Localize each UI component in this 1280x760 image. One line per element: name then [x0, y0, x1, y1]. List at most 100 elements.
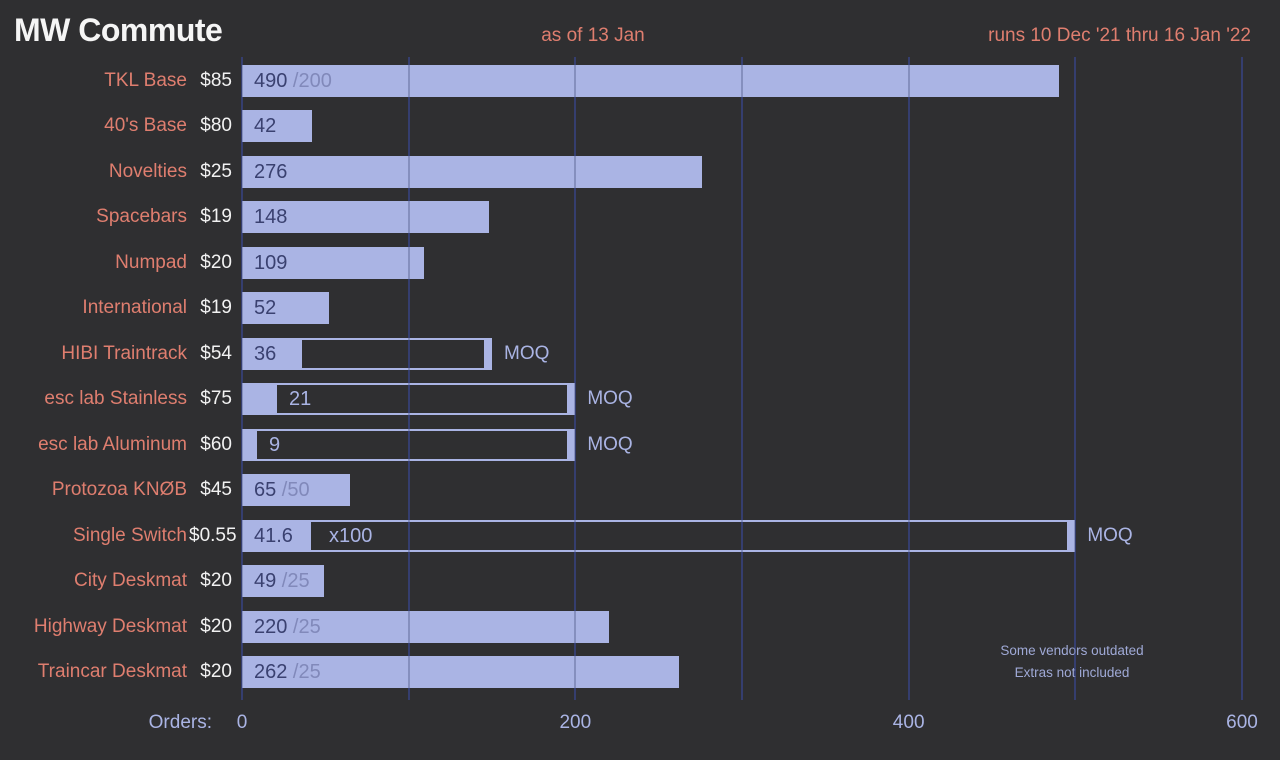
unit-multiplier: x100 [329, 525, 373, 547]
moq-label: MOQ [587, 388, 633, 409]
gridline-200 [574, 57, 577, 700]
order-count: 49 [254, 570, 277, 592]
item-price: $20 [200, 570, 232, 591]
item-price: $20 [200, 252, 232, 273]
item-label: Traincar Deskmat [37, 661, 187, 682]
order-bar-fill [244, 522, 311, 550]
item-label: Novelties [108, 161, 187, 182]
item-price: $80 [200, 115, 232, 136]
moq-label: MOQ [504, 343, 550, 364]
moq-label: MOQ [1087, 525, 1133, 546]
item-label: Spacebars [96, 206, 187, 227]
order-goal: /25 [287, 616, 321, 638]
moq-box: 9 [242, 429, 575, 461]
order-bar: 220 /25 [242, 611, 609, 643]
axis-tick-0: 0 [236, 712, 248, 733]
gridline-0 [241, 57, 243, 700]
gridline-600 [1241, 57, 1243, 700]
item-label: esc lab Stainless [44, 388, 187, 409]
gridline-100 [407, 57, 410, 700]
order-bar: 49 /25 [242, 565, 324, 597]
item-price: $45 [200, 479, 232, 500]
moq-end-cap [567, 385, 573, 413]
item-label: Numpad [115, 252, 187, 273]
order-count: 65 [254, 479, 277, 501]
page-title: MW Commute [14, 12, 223, 48]
item-price: $0.55 [189, 525, 237, 546]
moq-end-cap [1067, 522, 1073, 550]
gridline-0 [241, 57, 243, 700]
item-price: $60 [200, 434, 232, 455]
order-count: 41.6 [254, 525, 293, 547]
run-dates: runs 10 Dec '21 thru 16 Jan '22 [988, 25, 1251, 46]
order-goal: /50 [276, 479, 310, 501]
order-count: 42 [254, 115, 277, 137]
moq-box: 41.6 x100 [242, 520, 1075, 552]
axis-tick-600: 600 [1226, 712, 1258, 733]
item-price: $19 [200, 206, 232, 227]
order-count: 276 [254, 161, 288, 183]
order-bar: 52 [242, 292, 329, 324]
as-of-date: as of 13 Jan [541, 25, 645, 46]
footnote-line-2: Extras not included [1014, 665, 1130, 680]
item-label: esc lab Aluminum [38, 434, 187, 455]
moq-box: 21 [242, 383, 575, 415]
item-label: Protozoa KNØB [51, 479, 187, 500]
item-price: $20 [200, 616, 232, 637]
order-bar: 262 /25 [242, 656, 679, 688]
order-count: 36 [254, 343, 277, 365]
order-count: 262 [254, 661, 288, 683]
axis-tick-200: 200 [559, 712, 592, 733]
gridline-200 [574, 57, 577, 700]
axis-tick-400: 400 [892, 712, 925, 733]
item-label: 40's Base [104, 115, 187, 136]
gridline-400 [907, 57, 910, 700]
order-bar: 65 /50 [242, 474, 350, 506]
gridline-300 [741, 57, 743, 700]
order-count: 9 [269, 434, 281, 456]
gridline-100 [407, 57, 410, 700]
item-price: $75 [200, 388, 232, 409]
moq-end-cap [484, 340, 490, 368]
item-label: Highway Deskmat [33, 616, 187, 637]
moq-label: MOQ [587, 434, 633, 455]
order-bar: 109 [242, 247, 424, 279]
moq-end-cap [567, 431, 573, 459]
order-bar: 148 [242, 201, 489, 233]
order-bar: 42 [242, 110, 312, 142]
order-count: 52 [254, 297, 277, 319]
order-count: 490 [254, 70, 288, 92]
footnote: Some vendors outdated Extras not include… [952, 640, 1192, 684]
footnote-line-1: Some vendors outdated [1000, 643, 1144, 658]
order-bar: 490 /200 [242, 65, 1059, 97]
order-bar-fill [244, 385, 277, 413]
item-price: $20 [200, 661, 232, 682]
gridline-600 [1241, 57, 1243, 700]
item-label: TKL Base [104, 70, 187, 91]
order-count: 21 [289, 388, 312, 410]
gridline-500 [1074, 57, 1077, 700]
item-price: $85 [200, 70, 232, 91]
gridline-400 [907, 57, 910, 700]
moq-box: 36 [242, 338, 492, 370]
order-bar-fill [244, 340, 302, 368]
item-price: $54 [200, 343, 232, 364]
order-count: 109 [254, 252, 288, 274]
order-count: 220 [254, 616, 288, 638]
item-label: City Deskmat [74, 570, 187, 591]
order-count: 148 [254, 206, 288, 228]
order-goal: /200 [287, 70, 332, 92]
order-goal: /25 [276, 570, 310, 592]
item-label: Single Switch [72, 525, 187, 546]
item-label: International [82, 297, 187, 318]
item-label: HIBI Traintrack [61, 343, 187, 364]
order-bar-fill [244, 431, 257, 459]
item-price: $25 [200, 161, 232, 182]
gridline-500 [1074, 57, 1077, 700]
axis-caption: Orders: [148, 712, 212, 733]
order-bar: 276 [242, 156, 702, 188]
gridline-300 [741, 57, 743, 700]
item-price: $19 [200, 297, 232, 318]
order-goal: /25 [287, 661, 321, 683]
